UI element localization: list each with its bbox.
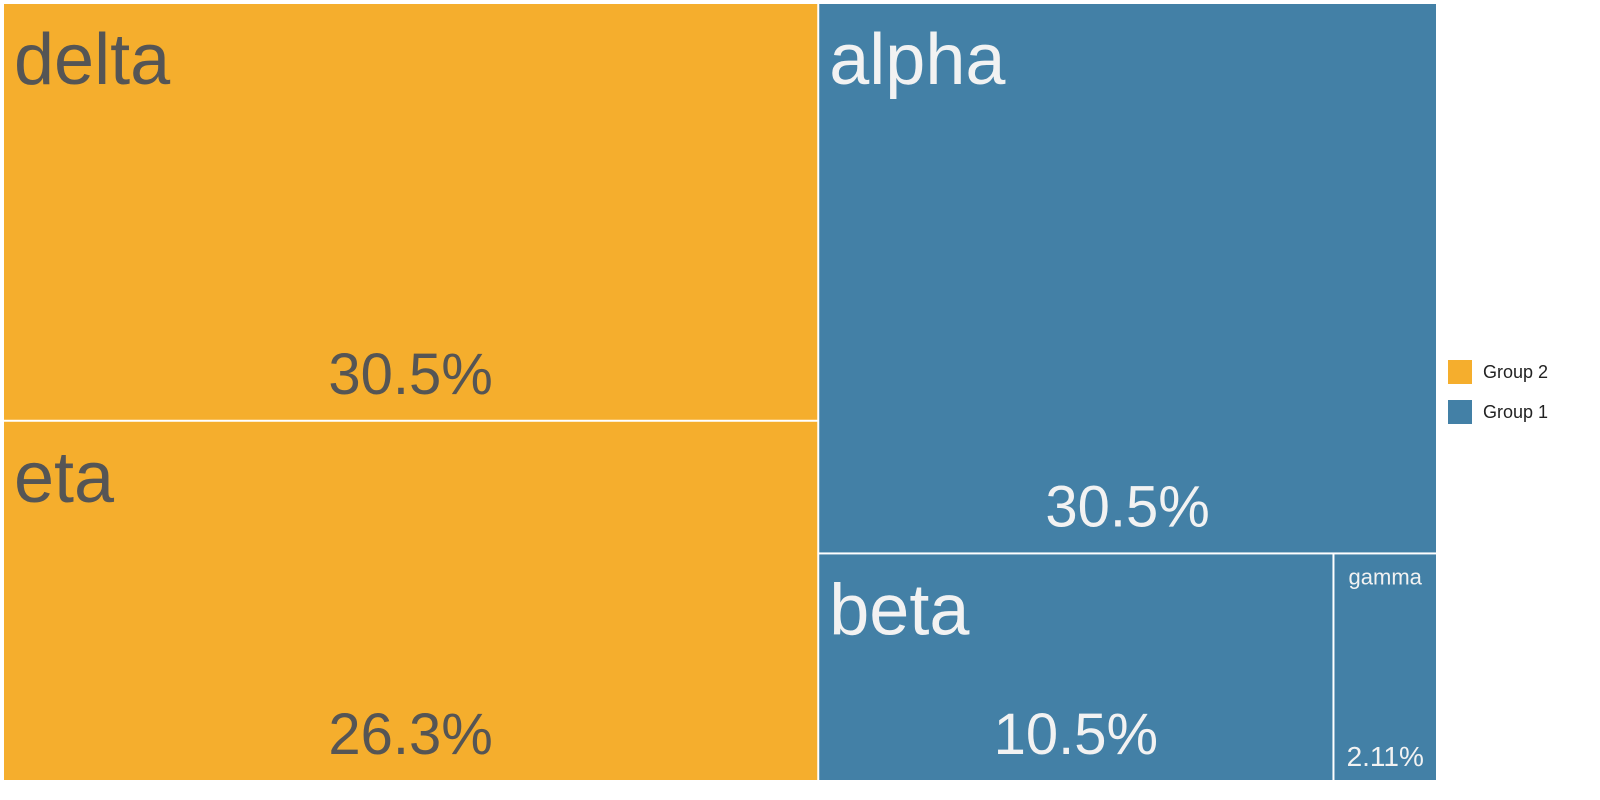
- treemap-tile[interactable]: delta 30.5%: [4, 4, 818, 420]
- treemap-tile-value: 30.5%: [1045, 474, 1209, 539]
- treemap-tile-label: gamma: [1349, 564, 1423, 589]
- legend-entry: Group 1: [1448, 400, 1548, 424]
- legend-swatch: [1448, 400, 1472, 424]
- treemap-tile-label: alpha: [829, 20, 1006, 100]
- treemap-tile-value: 26.3%: [328, 702, 492, 767]
- treemap-tile-label: delta: [14, 20, 171, 100]
- treemap-tile[interactable]: eta 26.3%: [4, 421, 818, 780]
- legend: Group 2 Group 1: [1448, 360, 1548, 424]
- treemap-tile-rect[interactable]: [1334, 554, 1436, 780]
- treemap-tile[interactable]: alpha 30.5%: [819, 4, 1436, 553]
- treemap-tile-label: eta: [14, 438, 115, 518]
- treemap-tile[interactable]: gamma 2.11%: [1334, 554, 1436, 780]
- legend-label: Group 2: [1483, 362, 1548, 382]
- legend-label: Group 1: [1483, 402, 1548, 422]
- treemap-tiles: delta 30.5% eta 26.3% alpha 30.5% beta 10.5% gam…: [4, 4, 1436, 780]
- treemap-tile[interactable]: beta 10.5%: [819, 554, 1333, 780]
- treemap-tile-value: 30.5%: [328, 342, 492, 407]
- treemap-tile-rect[interactable]: [819, 554, 1333, 780]
- treemap-tile-rect[interactable]: [4, 421, 818, 780]
- treemap-tile-label: beta: [829, 570, 970, 650]
- treemap-tile-value: 2.11%: [1347, 741, 1424, 772]
- legend-swatch: [1448, 360, 1472, 384]
- treemap-tile-rect[interactable]: [4, 4, 818, 420]
- treemap-tile-rect[interactable]: [819, 4, 1436, 553]
- treemap-tile-value: 10.5%: [994, 702, 1158, 767]
- legend-entry: Group 2: [1448, 360, 1548, 384]
